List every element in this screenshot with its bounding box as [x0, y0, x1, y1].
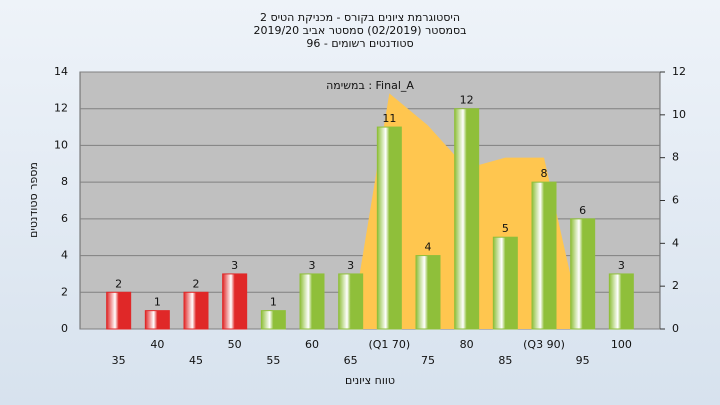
y2-tick-label: 2 [672, 279, 679, 292]
x-tick-label: 80 [460, 338, 474, 351]
annotation: במשימה : Final_A [326, 79, 414, 92]
x-tick-label: 85 [498, 354, 512, 367]
value-label: 2 [193, 277, 200, 290]
bar [106, 291, 132, 330]
y-axis-label: מספר סטודנטים [27, 162, 40, 238]
y-tick-label: 2 [61, 285, 68, 298]
y-tick-label: 6 [61, 212, 68, 225]
value-label: 3 [231, 259, 238, 272]
value-label: 3 [309, 259, 316, 272]
bar [144, 310, 170, 330]
y-tick-label: 8 [61, 175, 68, 188]
bar [183, 291, 209, 330]
value-label: 6 [579, 204, 586, 217]
x-axis-label: טווח ציונים [345, 374, 395, 387]
x-tick-label: 75 [421, 354, 435, 367]
y-tick-label: 0 [61, 322, 68, 335]
value-label: 1 [270, 296, 277, 309]
y-tick-label: 4 [61, 249, 68, 262]
bar [299, 273, 325, 330]
x-tick-label: 45 [189, 354, 203, 367]
value-label: 11 [382, 112, 396, 125]
y-tick-label: 14 [54, 65, 68, 78]
bar [454, 108, 480, 330]
x-tick-label: (Q3 90) [523, 338, 565, 351]
x-tick-label: 50 [228, 338, 242, 351]
chart-title: היסטוגרמת ציונים בקורס - מכניקת הטיס 2 [260, 11, 460, 24]
y2-tick-label: 0 [672, 322, 679, 335]
y2-tick-label: 6 [672, 194, 679, 207]
chart-subtitle: בסמסטר (02/2019) סמסטר אביב 2019/20 [253, 24, 466, 37]
bar [260, 310, 286, 330]
value-label: 8 [541, 167, 548, 180]
x-tick-label: 65 [344, 354, 358, 367]
bar [570, 218, 596, 330]
bar [222, 273, 248, 330]
x-tick-label: 40 [150, 338, 164, 351]
x-tick-label: 100 [611, 338, 632, 351]
bar [415, 255, 441, 330]
value-label: 4 [425, 241, 432, 254]
x-tick-label: 60 [305, 338, 319, 351]
value-label: 3 [618, 259, 625, 272]
bar [338, 273, 364, 330]
value-label: 1 [154, 296, 161, 309]
x-tick-label: 35 [112, 354, 126, 367]
y2-tick-label: 8 [672, 151, 679, 164]
bar [376, 126, 402, 330]
value-label: 3 [347, 259, 354, 272]
value-label: 5 [502, 222, 509, 235]
y-tick-label: 12 [54, 102, 68, 115]
x-tick-label: 55 [266, 354, 280, 367]
value-label: 2 [115, 277, 122, 290]
y2-tick-label: 10 [672, 108, 686, 121]
x-tick-label: (Q1 70) [368, 338, 410, 351]
bar [492, 236, 518, 330]
y-tick-label: 10 [54, 138, 68, 151]
bar [531, 181, 557, 330]
y2-tick-label: 12 [672, 65, 686, 78]
y2-tick-label: 4 [672, 236, 679, 249]
chart-subtitle: סטודנטים רשומים - 96 [306, 37, 413, 50]
x-tick-label: 95 [576, 354, 590, 367]
value-label: 12 [460, 94, 474, 107]
bar [608, 273, 634, 330]
plot: 0246810121402468101223514024535015536036… [54, 65, 686, 367]
